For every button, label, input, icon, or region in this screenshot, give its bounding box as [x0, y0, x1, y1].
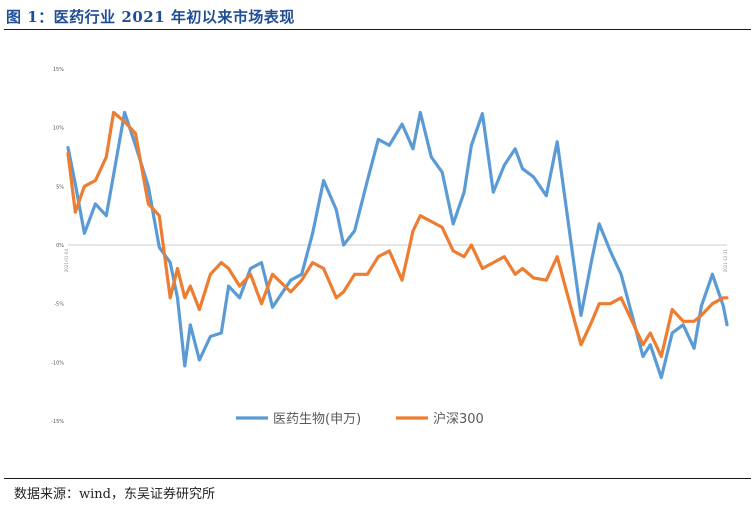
y-tick-label: 15% — [53, 67, 64, 73]
legend-label: 沪深300 — [433, 411, 484, 427]
y-tick-label: -15% — [51, 419, 64, 425]
y-tick-label: -10% — [51, 360, 64, 366]
x-axis-labels: 2021-01-04 2021-12-31 — [64, 249, 728, 273]
y-tick-label: 0% — [56, 243, 64, 249]
figure-title: 图 1：医药行业 2021 年初以来市场表现 — [6, 8, 295, 26]
series-layer — [66, 110, 729, 380]
y-tick-label: -5% — [54, 302, 64, 308]
source-note: 数据来源：wind，东吴证券研究所 — [14, 487, 215, 502]
legend-label: 医药生物(申万) — [273, 412, 361, 427]
y-tick-label: 10% — [53, 126, 64, 132]
y-axis: 15% 10% 5% 0% -5% -10% -15% — [51, 67, 64, 425]
series-line-csi300 — [66, 110, 729, 359]
line-chart: 15% 10% 5% 0% -5% -10% -15% 2021-01-04 2021-12-… — [51, 67, 729, 427]
y-tick-label: 5% — [56, 184, 64, 190]
x-tick-label: 2021-01-04 — [64, 249, 69, 273]
top-rule — [4, 29, 751, 30]
bottom-rule — [4, 478, 751, 479]
legend: 医药生物(申万) 沪深300 — [236, 411, 484, 427]
x-tick-label: 2021-12-31 — [723, 249, 728, 273]
